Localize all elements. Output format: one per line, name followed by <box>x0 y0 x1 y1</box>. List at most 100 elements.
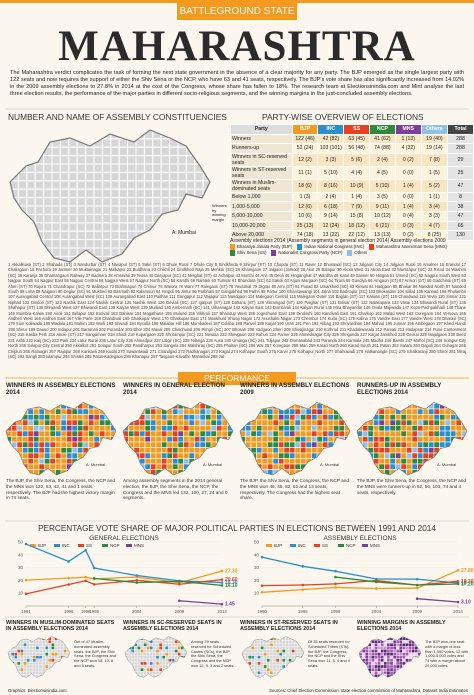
map-cell <box>35 655 40 659</box>
map-cell <box>51 130 61 131</box>
map-cell <box>245 402 252 404</box>
map-cell <box>66 658 71 663</box>
map-cell <box>43 155 53 165</box>
map-cell <box>20 671 24 675</box>
map-cell <box>57 636 61 638</box>
map-cell <box>135 197 145 207</box>
map-cell <box>146 652 150 656</box>
map-cell <box>297 636 302 638</box>
map-cell <box>51 171 61 182</box>
map-cell <box>161 425 168 432</box>
map-cell <box>183 652 188 656</box>
y-tick-label: 50 <box>18 540 24 545</box>
map-cell <box>169 180 179 190</box>
map-cell <box>357 447 363 454</box>
map-cell <box>357 452 363 459</box>
map-cell <box>33 447 40 454</box>
map-cell <box>55 425 62 432</box>
map-cell <box>41 655 46 659</box>
map-cell <box>359 674 363 678</box>
map-cell <box>93 436 100 443</box>
map-cell <box>60 447 67 454</box>
map-cell <box>422 402 429 404</box>
legend-swatch <box>290 544 296 547</box>
map-cell <box>29 658 33 663</box>
data-point <box>260 555 264 559</box>
legend-swatch <box>54 544 60 547</box>
map-cell <box>14 658 18 663</box>
map-cell <box>291 671 295 675</box>
map-cell <box>60 674 64 678</box>
table-cell: 52 (24) <box>291 143 319 154</box>
map-cell <box>433 419 440 426</box>
map-cell <box>266 661 271 666</box>
map-cell <box>411 661 415 666</box>
map-cell <box>144 447 151 454</box>
data-point <box>92 566 96 570</box>
map-cell <box>365 671 369 675</box>
map-cell <box>256 436 263 443</box>
map-cell <box>8 643 12 647</box>
map-cell <box>66 447 73 454</box>
map-cell <box>33 402 40 404</box>
map-cell <box>269 649 274 653</box>
map-cell <box>199 441 206 448</box>
map-cell <box>202 130 210 140</box>
map-cell <box>338 408 345 415</box>
map-cell <box>254 671 258 675</box>
map-cell <box>414 658 419 663</box>
map-cell <box>221 441 228 448</box>
map-cell <box>400 458 407 465</box>
map-cell <box>60 652 64 656</box>
map-cell <box>300 636 305 641</box>
map-cell <box>23 661 27 666</box>
map-cell <box>361 664 366 669</box>
map-cell <box>110 402 117 404</box>
map-cell <box>368 655 372 659</box>
map-cell <box>150 414 157 421</box>
map-cell <box>26 205 36 215</box>
map-cell <box>311 436 318 443</box>
map-cell <box>269 643 274 647</box>
map-cell <box>400 414 407 421</box>
map-cell <box>48 655 52 659</box>
map-cell <box>32 646 37 650</box>
table-cell: 47 <box>447 210 474 222</box>
map-cell <box>22 419 29 426</box>
map-cell <box>406 458 413 465</box>
map-cell <box>402 643 406 647</box>
map-cell <box>137 649 141 653</box>
map-cell <box>283 436 290 443</box>
map-cell <box>297 649 302 653</box>
map-cell <box>168 652 172 656</box>
map-cell <box>282 646 286 650</box>
map-cell <box>150 403 157 410</box>
map-cell <box>134 664 138 669</box>
map-cell <box>194 197 204 207</box>
map-cell <box>43 163 53 173</box>
map-cell <box>127 205 137 215</box>
data-point <box>415 577 419 581</box>
map-cell <box>82 447 89 454</box>
map-cell <box>399 646 403 650</box>
table-cell: 4 (4) <box>343 165 370 180</box>
map-cell <box>260 658 264 663</box>
map-cell <box>49 458 56 465</box>
map-cell <box>374 646 378 650</box>
map-cell <box>128 463 135 470</box>
y-tick-label: 30 <box>18 565 24 570</box>
map-cell <box>54 640 58 644</box>
map-cell <box>88 436 95 443</box>
map-cell <box>137 655 141 659</box>
map-cell <box>172 430 179 437</box>
table-cell: 122 (46) <box>291 133 319 145</box>
map-cell <box>378 463 385 470</box>
map-cell <box>367 436 374 443</box>
map-cell <box>85 205 95 215</box>
map-cell <box>26 197 36 207</box>
map-cell <box>169 130 179 140</box>
map-cell <box>155 671 160 675</box>
map-cell <box>269 646 274 650</box>
data-point <box>220 584 224 587</box>
map-cell <box>133 463 140 470</box>
